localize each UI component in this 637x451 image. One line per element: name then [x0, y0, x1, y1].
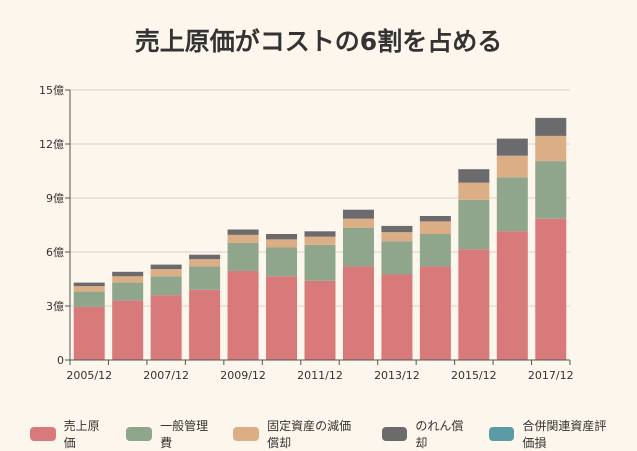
bar-segment [73, 291, 105, 307]
bar-segment [535, 135, 567, 162]
bar-segment [304, 280, 336, 360]
legend-swatch [381, 427, 408, 441]
bar-segment [342, 209, 374, 219]
x-tick-label: 2011/12 [297, 369, 343, 382]
chart-title: 売上原価がコストの6割を占める [134, 27, 503, 56]
bar-segment [227, 234, 259, 243]
x-tick-label: 2007/12 [143, 369, 189, 382]
bar-segment [150, 264, 182, 270]
bar-segment [381, 241, 413, 275]
bar-segment [112, 282, 144, 301]
bar-segment [496, 155, 528, 178]
bar-segment [73, 306, 105, 360]
bar-segment [112, 276, 144, 283]
legend-swatch [488, 427, 515, 441]
bar-segment [496, 177, 528, 232]
y-tick-label: 15億 [39, 84, 64, 97]
bar-segment [150, 295, 182, 360]
bar-segment [381, 232, 413, 242]
bar-segment [112, 300, 144, 360]
bar-segment [458, 169, 490, 183]
bar-segment [419, 216, 451, 222]
bar-segment [535, 117, 567, 136]
legend-swatch [30, 427, 56, 441]
bar-segment [266, 234, 298, 240]
y-tick-label: 9億 [46, 192, 64, 205]
bar-segment [304, 244, 336, 281]
bar-segment [458, 199, 490, 250]
legend-swatch [126, 427, 153, 441]
bar-segment [189, 266, 221, 290]
legend-label: 一般管理費 [160, 419, 209, 450]
x-tick-label: 2009/12 [220, 369, 266, 382]
bar-segment [496, 231, 528, 360]
bar-segment [381, 274, 413, 360]
bar-segment [304, 231, 336, 237]
x-tick-label: 2005/12 [66, 369, 112, 382]
y-tick-label: 0 [57, 354, 64, 367]
bar-segment [189, 289, 221, 360]
legend-item-admin-expenses: 一般管理費 [126, 417, 211, 451]
legend-label: 合併関連資産評価損 [522, 419, 607, 450]
bar-segment [73, 286, 105, 292]
bar-segment [419, 221, 451, 234]
bar-segment [419, 266, 451, 360]
bar-segment [535, 218, 567, 360]
bar-segment [73, 282, 105, 287]
bar-segment [150, 276, 182, 296]
bar-segment [458, 249, 490, 360]
bar-segment [266, 247, 298, 277]
bar-segment [227, 270, 259, 360]
x-tick-label: 2017/12 [528, 369, 574, 382]
bar-segment [342, 266, 374, 360]
bar-segment [112, 271, 144, 277]
chart-legend: 売上原価 一般管理費 固定資産の減価償却 のれん償却 合併関連資産評価損 [30, 417, 637, 451]
bar-segment [189, 254, 221, 260]
bar-segment [304, 236, 336, 245]
legend-item-merger-loss: 合併関連資産評価損 [488, 417, 615, 451]
y-tick-label: 12億 [39, 138, 64, 151]
legend-label: のれん償却 [415, 419, 464, 450]
legend-label: 売上原価 [63, 419, 100, 450]
bar-segment [150, 269, 182, 277]
bar-segment [342, 218, 374, 228]
legend-item-depreciation: 固定資産の減価償却 [233, 417, 359, 451]
bar-segment [189, 259, 221, 267]
bar-segment [227, 229, 259, 235]
x-tick-label: 2013/12 [374, 369, 420, 382]
legend-item-cost-of-sales: 売上原価 [30, 417, 104, 451]
bar-segment [266, 239, 298, 248]
bar-segment [458, 182, 490, 200]
bar-segment [266, 276, 298, 360]
bar-segment [419, 234, 451, 267]
legend-item-goodwill: のれん償却 [381, 417, 467, 451]
bar-segment [227, 243, 259, 271]
legend-label: 固定資産の減価償却 [267, 419, 352, 450]
x-tick-label: 2015/12 [451, 369, 497, 382]
bar-segment [381, 225, 413, 233]
bar-segment [535, 161, 567, 219]
y-tick-label: 6億 [46, 246, 64, 259]
legend-swatch [233, 427, 260, 441]
bar-segment [496, 138, 528, 156]
bar-segment [342, 227, 374, 267]
y-tick-label: 3億 [46, 300, 64, 313]
